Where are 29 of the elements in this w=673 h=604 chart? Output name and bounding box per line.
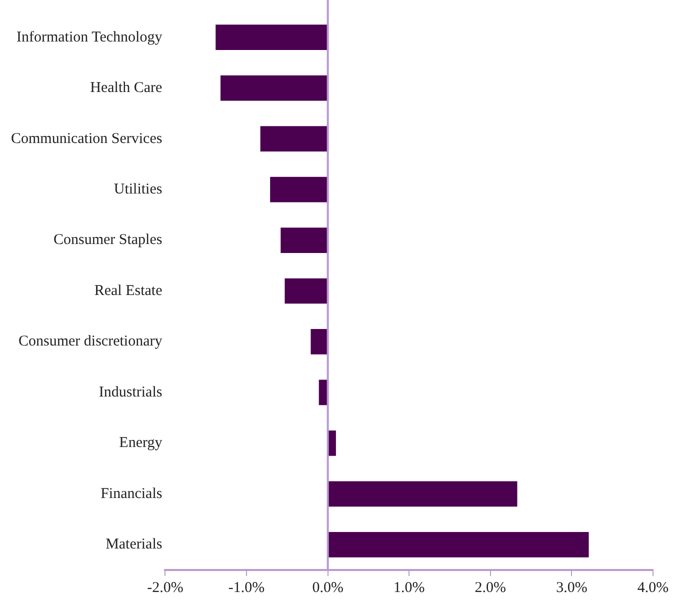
bar [220,75,328,101]
y-tick-label: Materials [106,536,162,553]
y-tick-label: Industrials [98,384,162,400]
x-tick-label: -1.0% [228,580,265,596]
y-tick-label: Energy [119,435,163,452]
y-tick-label: Consumer Staples [53,232,162,248]
y-tick-label: Communication Services [10,130,162,147]
bar [260,126,328,152]
bar [310,329,328,354]
y-tick-label: Health Care [90,80,163,96]
y-tick-label: Utilities [114,181,162,198]
y-tick-label: Consumer discretionary [18,334,163,350]
x-tick-label: -2.0% [147,580,184,596]
x-tick-label: 4.0% [637,580,669,596]
x-tick-label: 3.0% [556,580,588,596]
bar [328,481,518,507]
bar [216,24,328,50]
y-tick-label: Financials [100,486,162,502]
bar [328,532,589,558]
y-tick-label: Information Technology [16,29,163,46]
y-tick-label: Real Estate [94,282,163,299]
x-tick-label: 1.0% [393,580,425,596]
bar [284,278,328,304]
x-tick-label: 0.0% [312,580,344,596]
bar [318,380,328,406]
bar [270,176,328,202]
x-tick-label: 2.0% [474,580,506,596]
bar [280,228,328,253]
bar [328,430,336,456]
